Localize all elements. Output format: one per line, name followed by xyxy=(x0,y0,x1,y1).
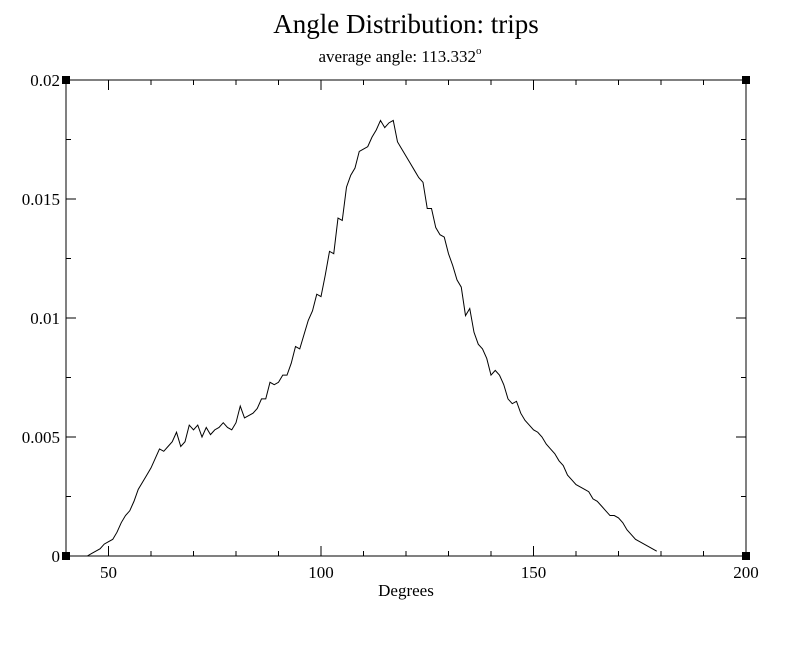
axis-tick-labels: 0 0.005 0.01 0.015 0.02 50 100 150 200 xyxy=(22,71,759,582)
axis-ticks xyxy=(65,79,747,557)
subtitle-text: average angle: 113.332 xyxy=(319,47,477,66)
plot-frame xyxy=(65,79,747,557)
x-axis-label: Degrees xyxy=(378,581,434,600)
chart-subtitle: average angle: 113.332o xyxy=(319,45,483,66)
y-tick-label: 0.02 xyxy=(30,71,60,90)
x-tick-label: 200 xyxy=(733,563,759,582)
subtitle-degree-superscript: o xyxy=(476,45,482,57)
y-tick-label: 0.015 xyxy=(22,190,60,209)
series-line xyxy=(87,119,657,557)
x-tick-label: 150 xyxy=(521,563,547,582)
y-tick-label: 0.01 xyxy=(30,309,60,328)
chart-title: Angle Distribution: trips xyxy=(273,9,539,39)
y-tick-label: 0 xyxy=(52,547,61,566)
x-tick-label: 50 xyxy=(100,563,117,582)
x-tick-label: 100 xyxy=(308,563,334,582)
y-tick-label: 0.005 xyxy=(22,428,60,447)
